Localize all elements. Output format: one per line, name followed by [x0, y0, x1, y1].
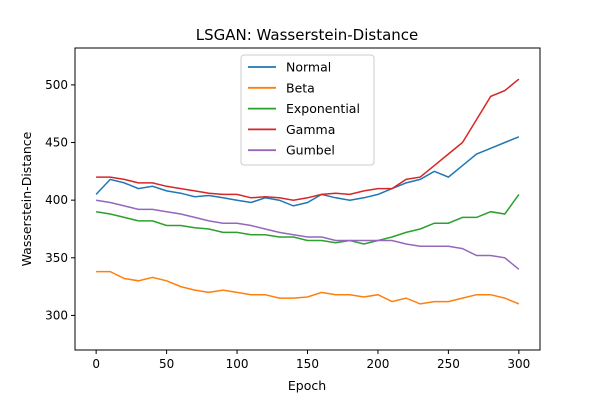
x-tick-label: 50 — [159, 357, 174, 371]
y-tick-label: 500 — [45, 78, 68, 92]
y-tick-label: 300 — [45, 308, 68, 322]
legend-label-beta: Beta — [286, 80, 315, 95]
y-tick-label: 400 — [45, 193, 68, 207]
series-line-gamma — [96, 78, 520, 201]
chart-title: LSGAN: Wasserstein-Distance — [196, 26, 419, 44]
legend-label-exponential: Exponential — [286, 101, 360, 116]
y-tick-label: 450 — [45, 136, 68, 150]
series-line-gumbel — [95, 199, 520, 270]
legend: Normal Beta Exponential Gamma Gumbel — [240, 54, 375, 166]
y-axis-label: Wasserstein-Distance — [19, 131, 34, 266]
x-axis-label: Epoch — [288, 378, 326, 393]
legend-box — [240, 54, 375, 166]
x-tick-label: 0 — [92, 357, 100, 371]
series-line-beta — [96, 270, 520, 305]
x-tick-label: 100 — [226, 357, 249, 371]
x-tick-label: 250 — [437, 357, 460, 371]
legend-label-normal: Normal — [286, 60, 331, 75]
y-axis: 300 350 400 450 500 — [45, 78, 75, 322]
legend-label-gumbel: Gumbel — [286, 143, 335, 158]
x-tick-label: 150 — [296, 357, 319, 371]
legend-label-gamma: Gamma — [286, 122, 335, 137]
series-line-exponential — [95, 193, 520, 245]
plot-area — [95, 78, 520, 305]
series-line-normal — [95, 136, 520, 207]
y-tick-label: 350 — [45, 251, 68, 265]
x-tick-label: 300 — [507, 357, 530, 371]
x-tick-label: 200 — [367, 357, 390, 371]
x-axis: 0 50 100 150 200 250 300 — [92, 350, 530, 371]
